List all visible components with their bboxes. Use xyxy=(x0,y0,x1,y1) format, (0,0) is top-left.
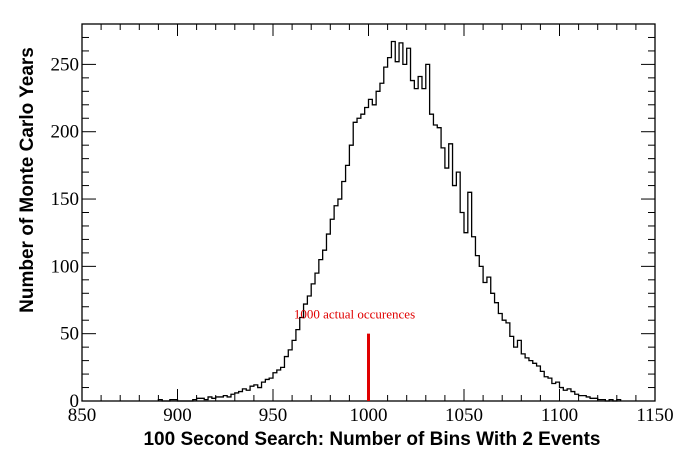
y-tick-label: 150 xyxy=(51,189,80,210)
x-tick-labels: 850 900 950 1000 1050 1100 1150 xyxy=(68,405,674,426)
histogram-step-line xyxy=(157,40,622,402)
x-tick-label: 1000 xyxy=(350,405,388,426)
x-tick-label: 1150 xyxy=(636,405,673,426)
y-axis-title: Number of Monte Carlo Years xyxy=(17,47,38,313)
x-axis-title: 100 Second Search: Number of Bins With 2… xyxy=(143,429,600,450)
y-tick-label: 0 xyxy=(70,391,80,412)
y-tick-label: 50 xyxy=(60,324,79,345)
y-tick-label: 200 xyxy=(51,122,80,143)
y-tick-labels: 0 50 100 150 200 250 xyxy=(51,54,80,412)
x-tick-label: 1050 xyxy=(445,405,483,426)
marker-annotation: 1000 actual occurences xyxy=(294,307,415,322)
x-tick-label: 950 xyxy=(259,405,288,426)
y-tick-label: 250 xyxy=(51,54,80,75)
x-tick-label: 850 xyxy=(68,405,97,426)
x-tick-label: 900 xyxy=(163,405,192,426)
y-tick-label: 100 xyxy=(51,256,80,277)
x-tick-label: 1100 xyxy=(541,405,578,426)
